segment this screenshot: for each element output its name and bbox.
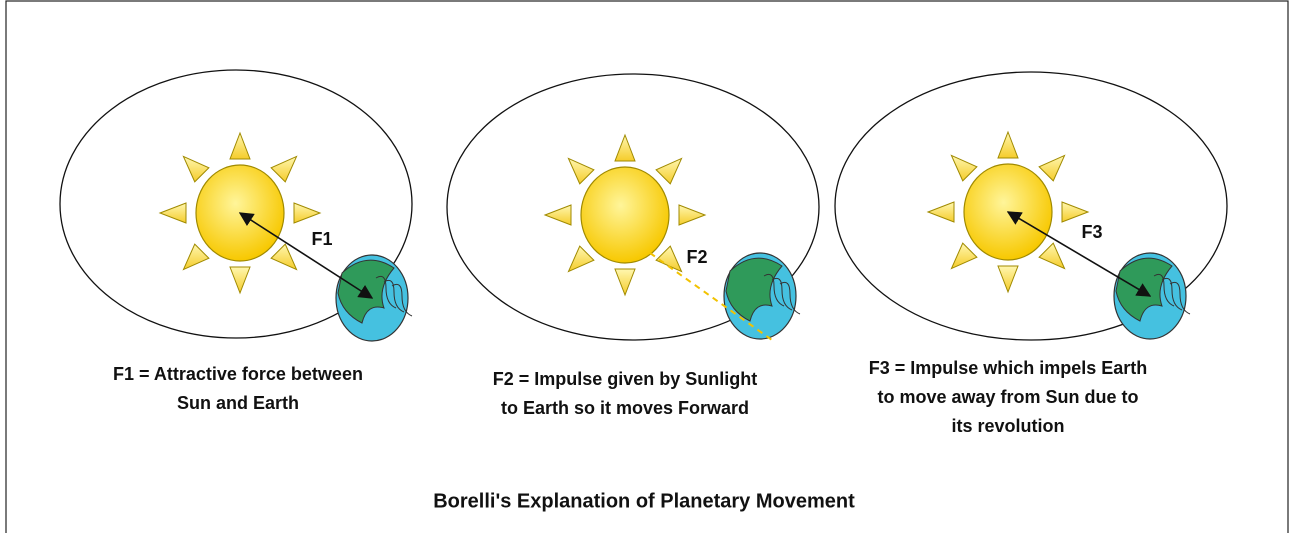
force-label: F1 [311, 229, 332, 249]
sun-ray [543, 204, 572, 226]
caption-line: Sun and Earth [177, 393, 299, 413]
sunlight-line [649, 252, 773, 341]
artwork [59, 69, 1228, 342]
earth-stripe [1153, 273, 1175, 307]
caption-line: to Earth so it moves Forward [501, 398, 749, 418]
earth-stripe [771, 277, 793, 311]
earth-stripe [1169, 281, 1191, 315]
force-arrow [238, 212, 374, 299]
sun-ray [614, 268, 636, 297]
caption-line: F3 = Impulse which impels Earth [869, 358, 1148, 378]
sun-ray [182, 243, 210, 271]
sun-ray [950, 154, 978, 182]
sun-ray [678, 204, 707, 226]
sun-ray [950, 242, 978, 270]
caption-line: its revolution [951, 416, 1064, 436]
sun-ray [567, 157, 595, 185]
sun-ray [1038, 242, 1066, 270]
orbit [446, 73, 820, 341]
earth-stripe [391, 283, 413, 317]
caption-line: F1 = Attractive force between [113, 364, 363, 384]
sun-ray [270, 243, 298, 271]
sun-ray [655, 245, 683, 273]
sun-ray [229, 131, 251, 160]
sun-ray [1061, 201, 1090, 223]
sun-ray [182, 155, 210, 183]
sun-ray [158, 202, 187, 224]
force-label: F2 [686, 247, 707, 267]
force-label: F3 [1081, 222, 1102, 242]
earth-stripe [375, 275, 397, 309]
force-arrow [1006, 211, 1152, 297]
sun-ray [1038, 154, 1066, 182]
sun-ray [614, 133, 636, 162]
earth-stripe [1161, 277, 1183, 311]
sun-ray [997, 265, 1019, 294]
caption-line: to move away from Sun due to [877, 387, 1138, 407]
earth-stripe [779, 281, 801, 315]
sun-ray [229, 266, 251, 295]
caption-line: F2 = Impulse given by Sunlight [493, 369, 758, 389]
sun-ray [270, 155, 298, 183]
sun-ray [293, 202, 322, 224]
sun-ray [926, 201, 955, 223]
sun-ray [567, 245, 595, 273]
orbit [834, 71, 1228, 341]
orbit [59, 69, 413, 339]
earth-stripe [763, 273, 785, 307]
earth-stripe [383, 279, 405, 313]
sun [580, 166, 670, 264]
diagram-title: Borelli's Explanation of Planetary Movem… [433, 490, 855, 512]
frame [5, 0, 1289, 533]
sun-ray [655, 157, 683, 185]
sun-ray [997, 130, 1019, 159]
